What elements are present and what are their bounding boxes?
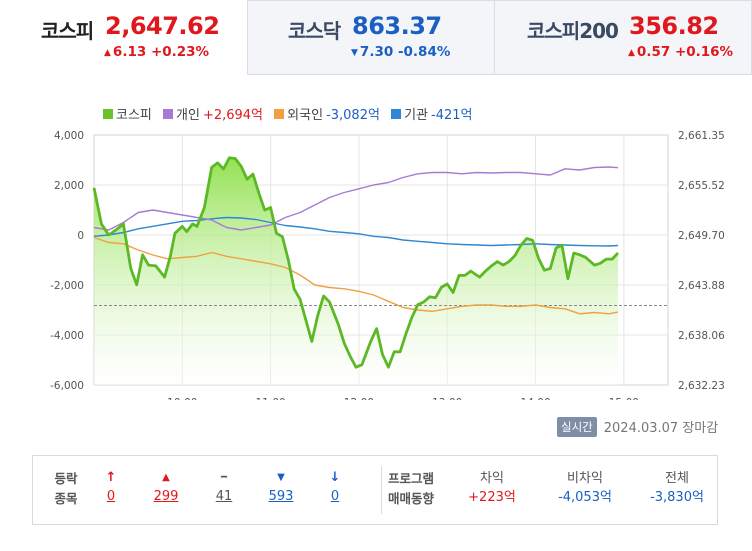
rising-triangle-icon: ▲ (162, 472, 170, 483)
up-arrow-icon: ▲ (104, 48, 111, 58)
legend-item-foreign[interactable]: 외국인 -3,082억 (274, 104, 380, 123)
index-tabs: 코스피 2,647.62 ▲ 6.13 +0.23% 코스닥 863.37 ▼ 7.… (0, 0, 752, 75)
right-axis-tick: 2,638.06 (678, 330, 725, 342)
tab-kosdaq[interactable]: 코스닥 863.37 ▼ 7.30 -0.84% (247, 0, 495, 75)
down-arrow-icon: ▼ (351, 48, 358, 58)
legend-swatch (391, 109, 402, 119)
breadth-lower-limit[interactable]: ↓ 0 (323, 469, 347, 507)
legend-label: 코스피 (116, 108, 152, 123)
program-label: 전체 (665, 471, 689, 486)
breadth-falling[interactable]: ▼ 593 (261, 469, 301, 507)
kospi-line (92, 156, 620, 369)
right-axis-tick: 2,632.23 (678, 380, 725, 392)
tab-kospi200-change: ▲ 0.57 +0.16% (628, 44, 733, 60)
upper-limit-arrow-icon: ↑ (105, 470, 117, 485)
unchanged-dash-icon: ━ (220, 472, 228, 483)
program-value: -4,053억 (558, 490, 612, 505)
tab-kosdaq-name: 코스닥 (288, 19, 341, 43)
tab-kospi[interactable]: 코스피 2,647.62 ▲ 6.13 +0.23% (0, 0, 248, 75)
program-value: +223억 (468, 490, 516, 505)
tab-kospi-change-value: 6.13 (112, 44, 147, 60)
program-label: 비차익 (567, 471, 603, 486)
kospi-area (94, 157, 618, 385)
program-total: 전체 -3,830억 (637, 469, 717, 508)
session-status: 장마감 (682, 421, 719, 436)
program-label: 차익 (480, 471, 504, 486)
program-non-arbitrage: 비차익 -4,053억 (545, 469, 625, 508)
foreign-line (93, 236, 619, 315)
tab-kospi200-change-rate: +0.16% (674, 44, 734, 60)
breadth-title-line2: 종목 (54, 491, 78, 506)
tab-kospi-change-rate: +0.23% (150, 44, 210, 60)
x-axis-tick: 12:00 (344, 397, 374, 400)
program-title: 프로그램 매매동향 (383, 469, 439, 509)
legend-value: -421억 (431, 108, 473, 123)
tab-kospi200-name: 코스피200 (527, 19, 619, 43)
x-axis-tick: 11:00 (255, 397, 285, 400)
lower-limit-arrow-icon: ↓ (329, 470, 341, 485)
tab-kospi-change: ▲ 6.13 +0.23% (104, 44, 209, 60)
individual-line (93, 166, 619, 231)
right-axis-tick: 2,643.88 (678, 280, 725, 292)
tab-kosdaq-change-value: 7.30 (359, 44, 394, 60)
x-axis-tick: 10:00 (167, 397, 197, 400)
tab-kospi200-value: 356.82 (629, 12, 719, 40)
breadth-unchanged[interactable]: ━ 41 (207, 469, 241, 507)
legend-item-institution[interactable]: 기관 -421억 (391, 104, 472, 123)
left-axis-tick: -6,000 (50, 380, 84, 392)
legend-value: +2,694억 (202, 108, 264, 123)
tab-kosdaq-value: 863.37 (352, 12, 442, 40)
x-axis-tick: 15:00 (609, 397, 639, 400)
up-arrow-icon: ▲ (628, 48, 635, 58)
timestamp-row: 실시간 2024.03.07 장마감 (557, 417, 718, 437)
right-axis-tick: 2,649.70 (678, 230, 725, 242)
x-axis-tick: 13:00 (432, 397, 462, 400)
breadth-count[interactable]: 299 (153, 489, 179, 504)
falling-triangle-icon: ▼ (277, 472, 285, 483)
tab-kosdaq-change-rate: -0.84% (397, 44, 451, 60)
program-title-line2: 매매동향 (387, 491, 434, 506)
tab-kospi-name: 코스피 (41, 19, 94, 43)
breadth-count[interactable]: 593 (268, 489, 294, 504)
tab-kospi200-change-value: 0.57 (636, 44, 671, 60)
x-axis-tick: 14:00 (520, 397, 550, 400)
realtime-badge[interactable]: 실시간 (557, 417, 597, 437)
legend-value: -3,082억 (326, 108, 380, 123)
left-axis-tick: -2,000 (50, 280, 84, 292)
legend-item-kospi[interactable]: 코스피 (103, 104, 152, 123)
left-axis-tick: 2,000 (54, 180, 84, 192)
right-axis-tick: 2,661.35 (678, 130, 725, 142)
legend-label: 개인 (176, 108, 200, 123)
chart-legend: 코스피 개인 +2,694억 외국인 -3,082억 기관 -421억 (103, 104, 479, 123)
breadth-upper-limit[interactable]: ↑ 0 (99, 469, 123, 507)
breadth-count[interactable]: 41 (215, 489, 233, 504)
breadth-rising[interactable]: ▲ 299 (149, 469, 183, 507)
date-label: 2024.03.07 (603, 421, 679, 436)
breadth-title-line1: 등락 (54, 471, 78, 486)
breadth-count[interactable]: 0 (106, 489, 116, 504)
left-axis-tick: 4,000 (54, 130, 84, 142)
intraday-chart: 4,000 2,661.35 2,000 2,655.52 0 2,649.70 -2,00… (50, 130, 725, 400)
program-arbitrage: 차익 +223억 (457, 469, 527, 508)
tab-kospi-value: 2,647.62 (105, 12, 220, 40)
right-axis-tick: 2,655.52 (678, 180, 725, 192)
legend-label: 외국인 (287, 108, 324, 123)
left-axis-tick: -4,000 (50, 330, 84, 342)
legend-item-individual[interactable]: 개인 +2,694억 (163, 104, 263, 123)
left-axis-tick: 0 (77, 230, 84, 242)
legend-swatch (274, 109, 285, 119)
tab-kosdaq-change: ▼ 7.30 -0.84% (351, 44, 450, 60)
summary-divider (381, 466, 382, 514)
breadth-title: 등락 종목 (51, 469, 81, 509)
market-summary-box: 등락 종목 ↑ 0 ▲ 299 ━ 41 ▼ 593 ↓ 0 프로그램 매매동향… (32, 455, 718, 525)
legend-label: 기관 (404, 108, 428, 123)
legend-swatch (163, 109, 174, 119)
legend-swatch (103, 109, 113, 119)
breadth-count[interactable]: 0 (330, 489, 340, 504)
program-title-line1: 프로그램 (387, 471, 434, 486)
program-value: -3,830억 (650, 490, 704, 505)
tab-kospi200[interactable]: 코스피200 356.82 ▲ 0.57 +0.16% (494, 0, 752, 75)
institution-line (93, 216, 619, 247)
